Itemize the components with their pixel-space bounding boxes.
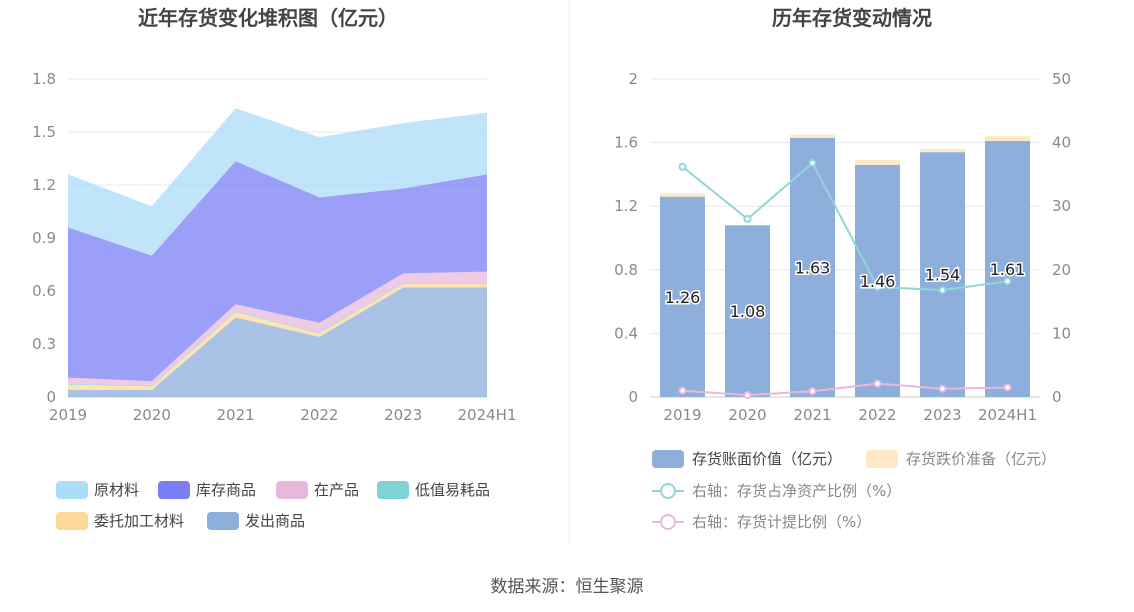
bar-value-label: 1.46	[860, 272, 896, 291]
data-source-note: 数据来源：恒生聚源	[491, 577, 644, 597]
line-point	[1003, 277, 1012, 286]
area-series	[68, 108, 487, 256]
bar-book-value	[855, 164, 900, 397]
legend-label: 存货账面价值（亿元）	[692, 450, 842, 468]
right-chart-lines	[678, 158, 1012, 400]
legend-label: 原材料	[94, 481, 139, 499]
right-chart-legend: 存货账面价值（亿元） 存货跌价准备（亿元） 右轴：存货占净资产比例（%） 右轴：存货计…	[652, 450, 1056, 531]
legend-swatch	[158, 481, 190, 499]
area-series	[68, 161, 487, 382]
left-x-tick-label: 2022	[300, 406, 338, 424]
bar-value-label: 1.08	[730, 302, 766, 321]
right-left-y-tick-label: 2	[628, 70, 638, 88]
bar-value-label: 1.63	[795, 258, 831, 277]
legend-label: 右轴：存货计提比例（%）	[692, 513, 871, 531]
right-left-y-tick-label: 1.2	[614, 197, 638, 215]
right-chart-title: 历年存货变动情况	[772, 6, 932, 30]
bar-provision	[790, 134, 835, 138]
left-x-tick-label: 2021	[217, 406, 255, 424]
bar-provision	[985, 136, 1030, 142]
right-right-y-tick-label: 40	[1052, 134, 1071, 152]
left-y-tick-label: 0.3	[32, 335, 56, 353]
legend-swatch	[276, 481, 308, 499]
right-x-tick-label: 2019	[663, 406, 701, 424]
legend-label: 右轴：存货占净资产比例（%）	[692, 482, 901, 500]
legend-label: 委托加工材料	[94, 512, 184, 530]
right-right-y-tick-label: 20	[1052, 261, 1071, 279]
legend-label: 发出商品	[245, 512, 305, 530]
legend-label: 在产品	[314, 481, 359, 499]
line-point	[873, 282, 882, 291]
legend-label: 库存商品	[196, 481, 256, 499]
line-point	[808, 387, 817, 396]
line-point	[678, 386, 687, 395]
right-left-y-tick-label: 0.4	[614, 324, 638, 342]
right-x-tick-label: 2022	[858, 406, 896, 424]
legend-label: 存货跌价准备（亿元）	[906, 450, 1056, 468]
bar-provision	[660, 193, 705, 197]
legend-swatch	[652, 450, 684, 468]
right-x-tick-label: 2020	[728, 406, 766, 424]
right-chart-bars	[660, 134, 1030, 397]
right-right-y-tick-label: 50	[1052, 70, 1071, 88]
bar-provision	[855, 160, 900, 165]
right-left-y-tick-label: 1.6	[614, 134, 638, 152]
left-chart-areas	[68, 108, 487, 397]
right-chart-gridlines	[650, 78, 1040, 398]
line-point	[743, 214, 752, 223]
left-x-tick-label: 2023	[384, 406, 422, 424]
legend-swatch	[56, 512, 88, 530]
left-x-tick-label: 2024H1	[458, 406, 517, 424]
right-x-tick-label: 2024H1	[978, 406, 1037, 424]
bar-provision	[920, 148, 965, 153]
left-x-tick-label: 2019	[49, 406, 87, 424]
legend-line-marker	[660, 483, 676, 499]
line-point	[1003, 383, 1012, 392]
area-series	[68, 287, 487, 397]
legend-line-marker	[660, 514, 676, 530]
right-left-y-tick-label: 0	[628, 388, 638, 406]
bar-book-value	[725, 225, 770, 397]
right-x-tick-label: 2023	[923, 406, 961, 424]
left-y-tick-label: 0.9	[32, 229, 56, 247]
left-y-tick-label: 1.8	[32, 70, 56, 88]
left-chart-title: 近年存货变化堆积图（亿元）	[138, 6, 398, 30]
bar-value-label: 1.61	[990, 260, 1026, 279]
line-point	[678, 162, 687, 171]
right-right-y-tick-label: 0	[1052, 388, 1062, 406]
left-y-tick-label: 1.5	[32, 123, 56, 141]
left-y-tick-label: 0.6	[32, 282, 56, 300]
right-right-y-tick-label: 30	[1052, 197, 1071, 215]
line-point	[938, 286, 947, 295]
bar-book-value	[920, 152, 965, 397]
legend-swatch	[56, 481, 88, 499]
line-series	[681, 161, 1008, 292]
line-series	[682, 382, 1008, 397]
line-point	[938, 384, 947, 393]
left-y-tick-label: 1.2	[32, 176, 56, 194]
legend-swatch	[207, 512, 239, 530]
right-right-y-tick-label: 10	[1052, 324, 1071, 342]
bar-book-value	[660, 196, 705, 397]
legend-swatch	[866, 450, 898, 468]
left-chart-axis-ticks: 0 0.3 0.6 0.9 1.2 1.5 1.8 2019 2020 2021 2022 2023 2…	[32, 70, 516, 424]
bar-book-value	[985, 141, 1030, 397]
legend-swatch	[377, 481, 409, 499]
bar-book-value	[790, 137, 835, 397]
right-x-tick-label: 2021	[793, 406, 831, 424]
area-series	[68, 271, 487, 386]
legend-label: 低值易耗品	[415, 481, 490, 499]
bar-value-label: 1.26	[665, 288, 701, 307]
line-point	[873, 379, 882, 388]
line-point	[743, 391, 752, 400]
right-chart-bar-labels: 1.26 1.08 1.63 1.46 1.54 1.61	[663, 257, 1027, 323]
left-x-tick-label: 2020	[133, 406, 171, 424]
left-y-tick-label: 0	[46, 388, 56, 406]
bar-value-label: 1.54	[925, 266, 961, 285]
line-point	[808, 158, 817, 167]
right-left-y-tick-label: 0.8	[614, 261, 638, 279]
